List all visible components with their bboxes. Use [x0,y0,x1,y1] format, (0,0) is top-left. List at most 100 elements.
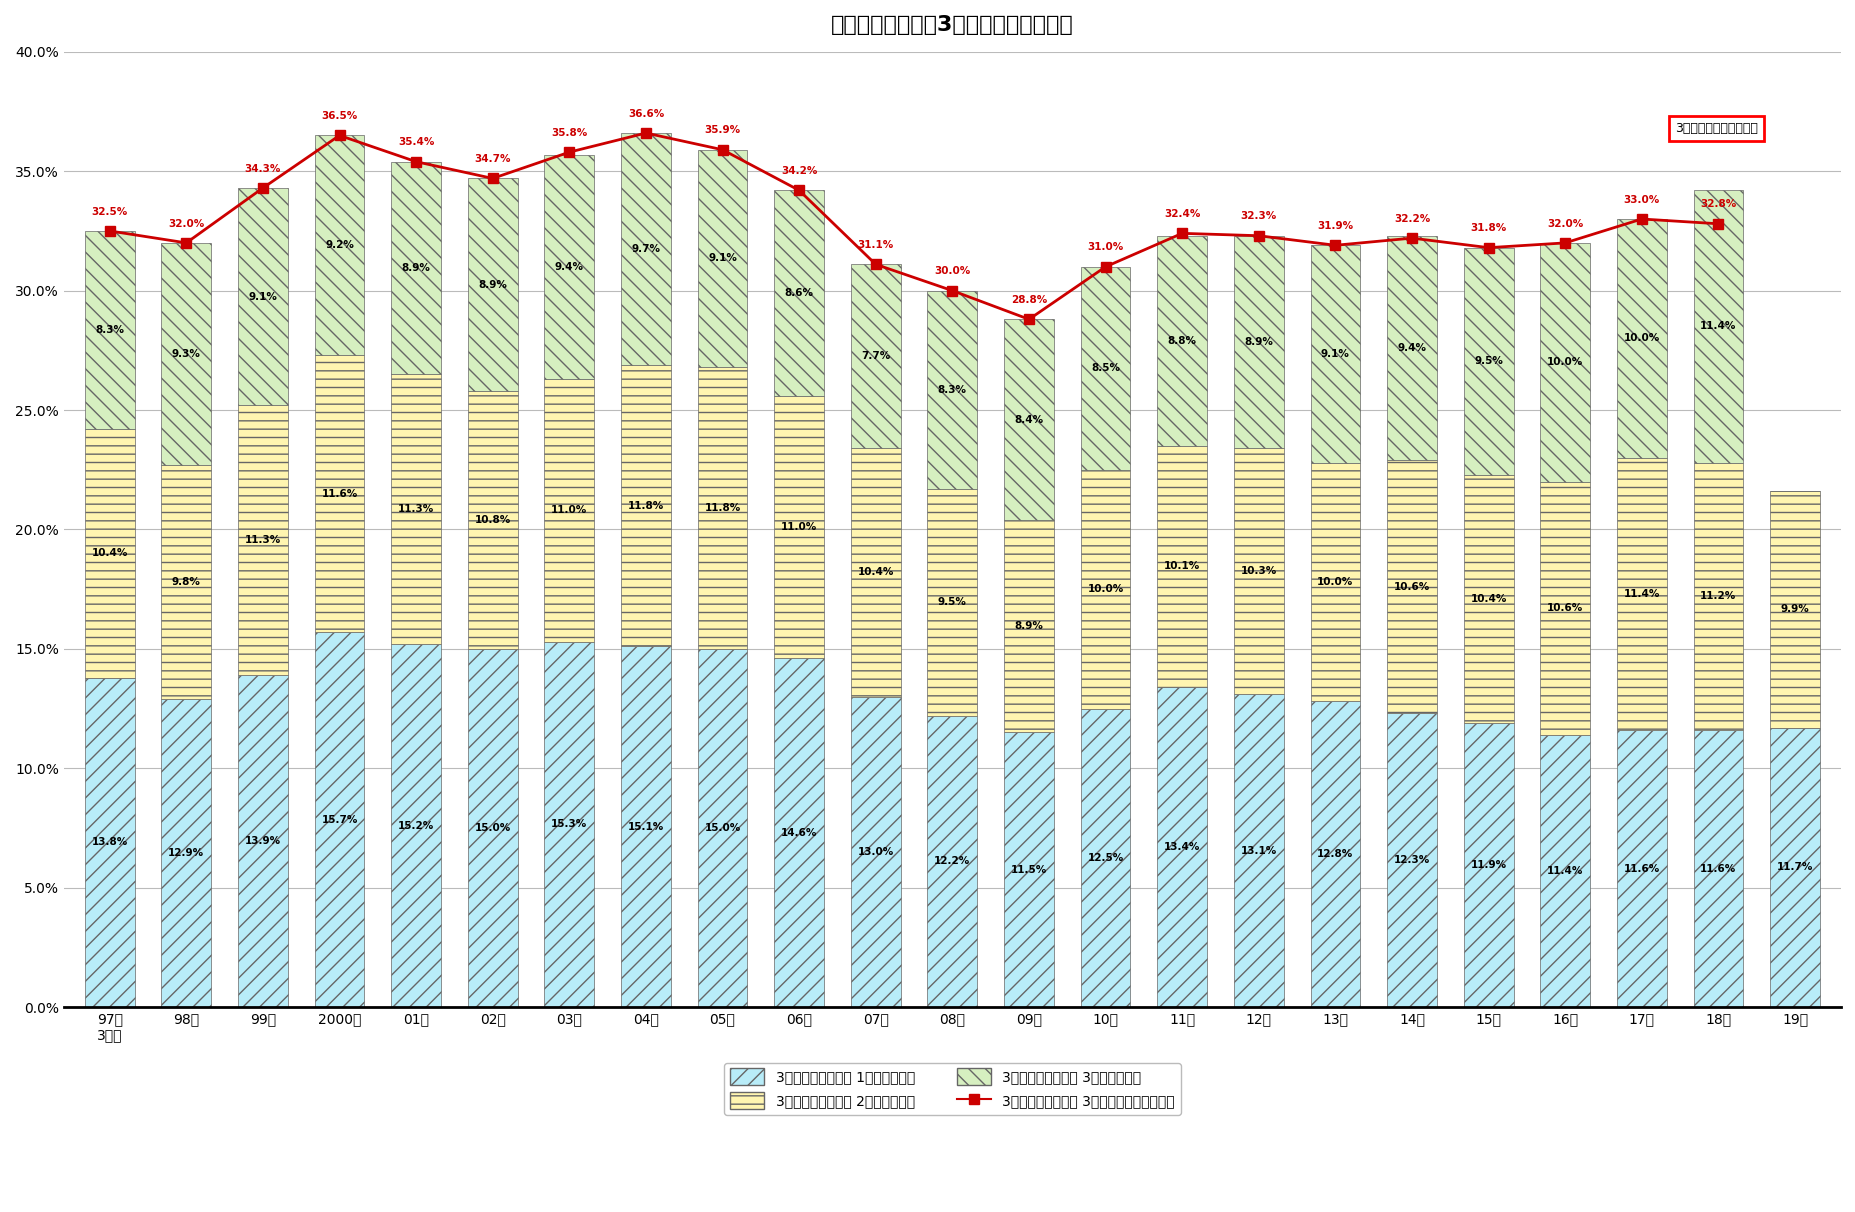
Text: 11.0%: 11.0% [551,505,588,515]
Bar [697,150,748,367]
Bar [315,633,364,1007]
Text: 14.6%: 14.6% [781,828,816,837]
Bar [85,429,135,678]
Bar [315,355,364,633]
Bar [237,188,288,405]
Text: 11.6%: 11.6% [1623,864,1658,874]
Bar [1310,245,1360,463]
Text: 12.5%: 12.5% [1087,853,1122,863]
Bar [1540,481,1590,734]
Text: 3年目までの離職率合計: 3年目までの離職率合計 [1675,121,1757,135]
Text: 8.9%: 8.9% [401,263,430,273]
Bar [1540,734,1590,1007]
Bar [391,375,441,644]
Bar [467,391,518,648]
Text: 10.0%: 10.0% [1623,333,1658,343]
Text: 11.4%: 11.4% [1623,589,1658,599]
Bar [467,178,518,391]
Bar [161,242,211,465]
Bar [544,154,594,379]
Title: 新規大卒就職者の3年以内離職率の推移: 新規大卒就職者の3年以内離職率の推移 [831,15,1074,35]
Text: 8.8%: 8.8% [1167,336,1196,345]
Text: 10.0%: 10.0% [1547,358,1582,367]
Bar [161,465,211,699]
Text: 15.7%: 15.7% [321,814,358,824]
Text: 11.6%: 11.6% [1699,864,1736,874]
Bar [1004,520,1054,732]
Text: 9.7%: 9.7% [631,244,660,253]
Text: 10.8%: 10.8% [475,515,510,525]
Text: 15.1%: 15.1% [627,822,664,831]
Bar [1770,727,1820,1007]
Text: 9.8%: 9.8% [173,577,200,587]
Bar [928,488,978,716]
Text: 10.0%: 10.0% [1087,584,1122,594]
Text: 9.3%: 9.3% [173,349,200,359]
Text: 11.3%: 11.3% [245,536,280,545]
Bar [774,190,824,396]
Text: 35.4%: 35.4% [397,137,434,148]
Bar [391,644,441,1007]
Text: 8.9%: 8.9% [479,280,506,290]
Text: 9.9%: 9.9% [1779,605,1809,614]
Text: 8.3%: 8.3% [95,325,124,335]
Bar [1080,470,1130,709]
Text: 8.4%: 8.4% [1015,415,1043,424]
Bar [1616,219,1666,458]
Text: 11.2%: 11.2% [1699,591,1736,601]
Bar [697,367,748,648]
Text: 36.5%: 36.5% [321,112,358,121]
Bar [928,716,978,1007]
Text: 11.3%: 11.3% [397,504,434,514]
Text: 28.8%: 28.8% [1011,295,1046,305]
Bar [1234,448,1284,694]
Bar [1234,235,1284,448]
Bar [1004,732,1054,1007]
Bar [1004,319,1054,520]
Bar [1464,722,1512,1007]
Text: 34.2%: 34.2% [781,166,816,176]
Text: 8.9%: 8.9% [1243,337,1273,347]
Bar [315,136,364,355]
Bar [1616,730,1666,1007]
Bar [1080,709,1130,1007]
Text: 15.0%: 15.0% [705,823,740,833]
Bar [237,405,288,675]
Text: 11.5%: 11.5% [1011,865,1046,875]
Text: 32.4%: 32.4% [1163,208,1200,219]
Bar [1234,694,1284,1007]
Text: 9.1%: 9.1% [709,253,736,263]
Bar [1310,463,1360,702]
Text: 10.3%: 10.3% [1239,566,1276,576]
Text: 31.9%: 31.9% [1317,221,1352,231]
Bar [1692,730,1742,1007]
Bar [1310,702,1360,1007]
Text: 11.6%: 11.6% [321,488,358,498]
Text: 30.0%: 30.0% [933,267,970,276]
Bar [1692,190,1742,463]
Bar [467,648,518,1007]
Bar [697,648,748,1007]
Text: 10.4%: 10.4% [91,548,128,559]
Bar [774,658,824,1007]
Text: 32.5%: 32.5% [91,206,128,217]
Bar [774,396,824,658]
Text: 12.9%: 12.9% [169,848,204,858]
Bar [1616,458,1666,730]
Text: 11.0%: 11.0% [781,522,816,532]
Bar [1464,247,1512,475]
Bar [85,678,135,1007]
Text: 33.0%: 33.0% [1623,195,1658,205]
Bar [850,264,900,448]
Bar [1080,267,1130,470]
Text: 32.3%: 32.3% [1239,211,1276,222]
Bar [1692,463,1742,730]
Text: 32.2%: 32.2% [1393,213,1430,224]
Bar [850,448,900,697]
Text: 10.4%: 10.4% [1469,594,1506,604]
Text: 34.7%: 34.7% [475,154,510,164]
Text: 32.0%: 32.0% [1547,218,1582,229]
Bar [1386,714,1436,1007]
Text: 10.1%: 10.1% [1163,561,1200,572]
Bar [1386,461,1436,714]
